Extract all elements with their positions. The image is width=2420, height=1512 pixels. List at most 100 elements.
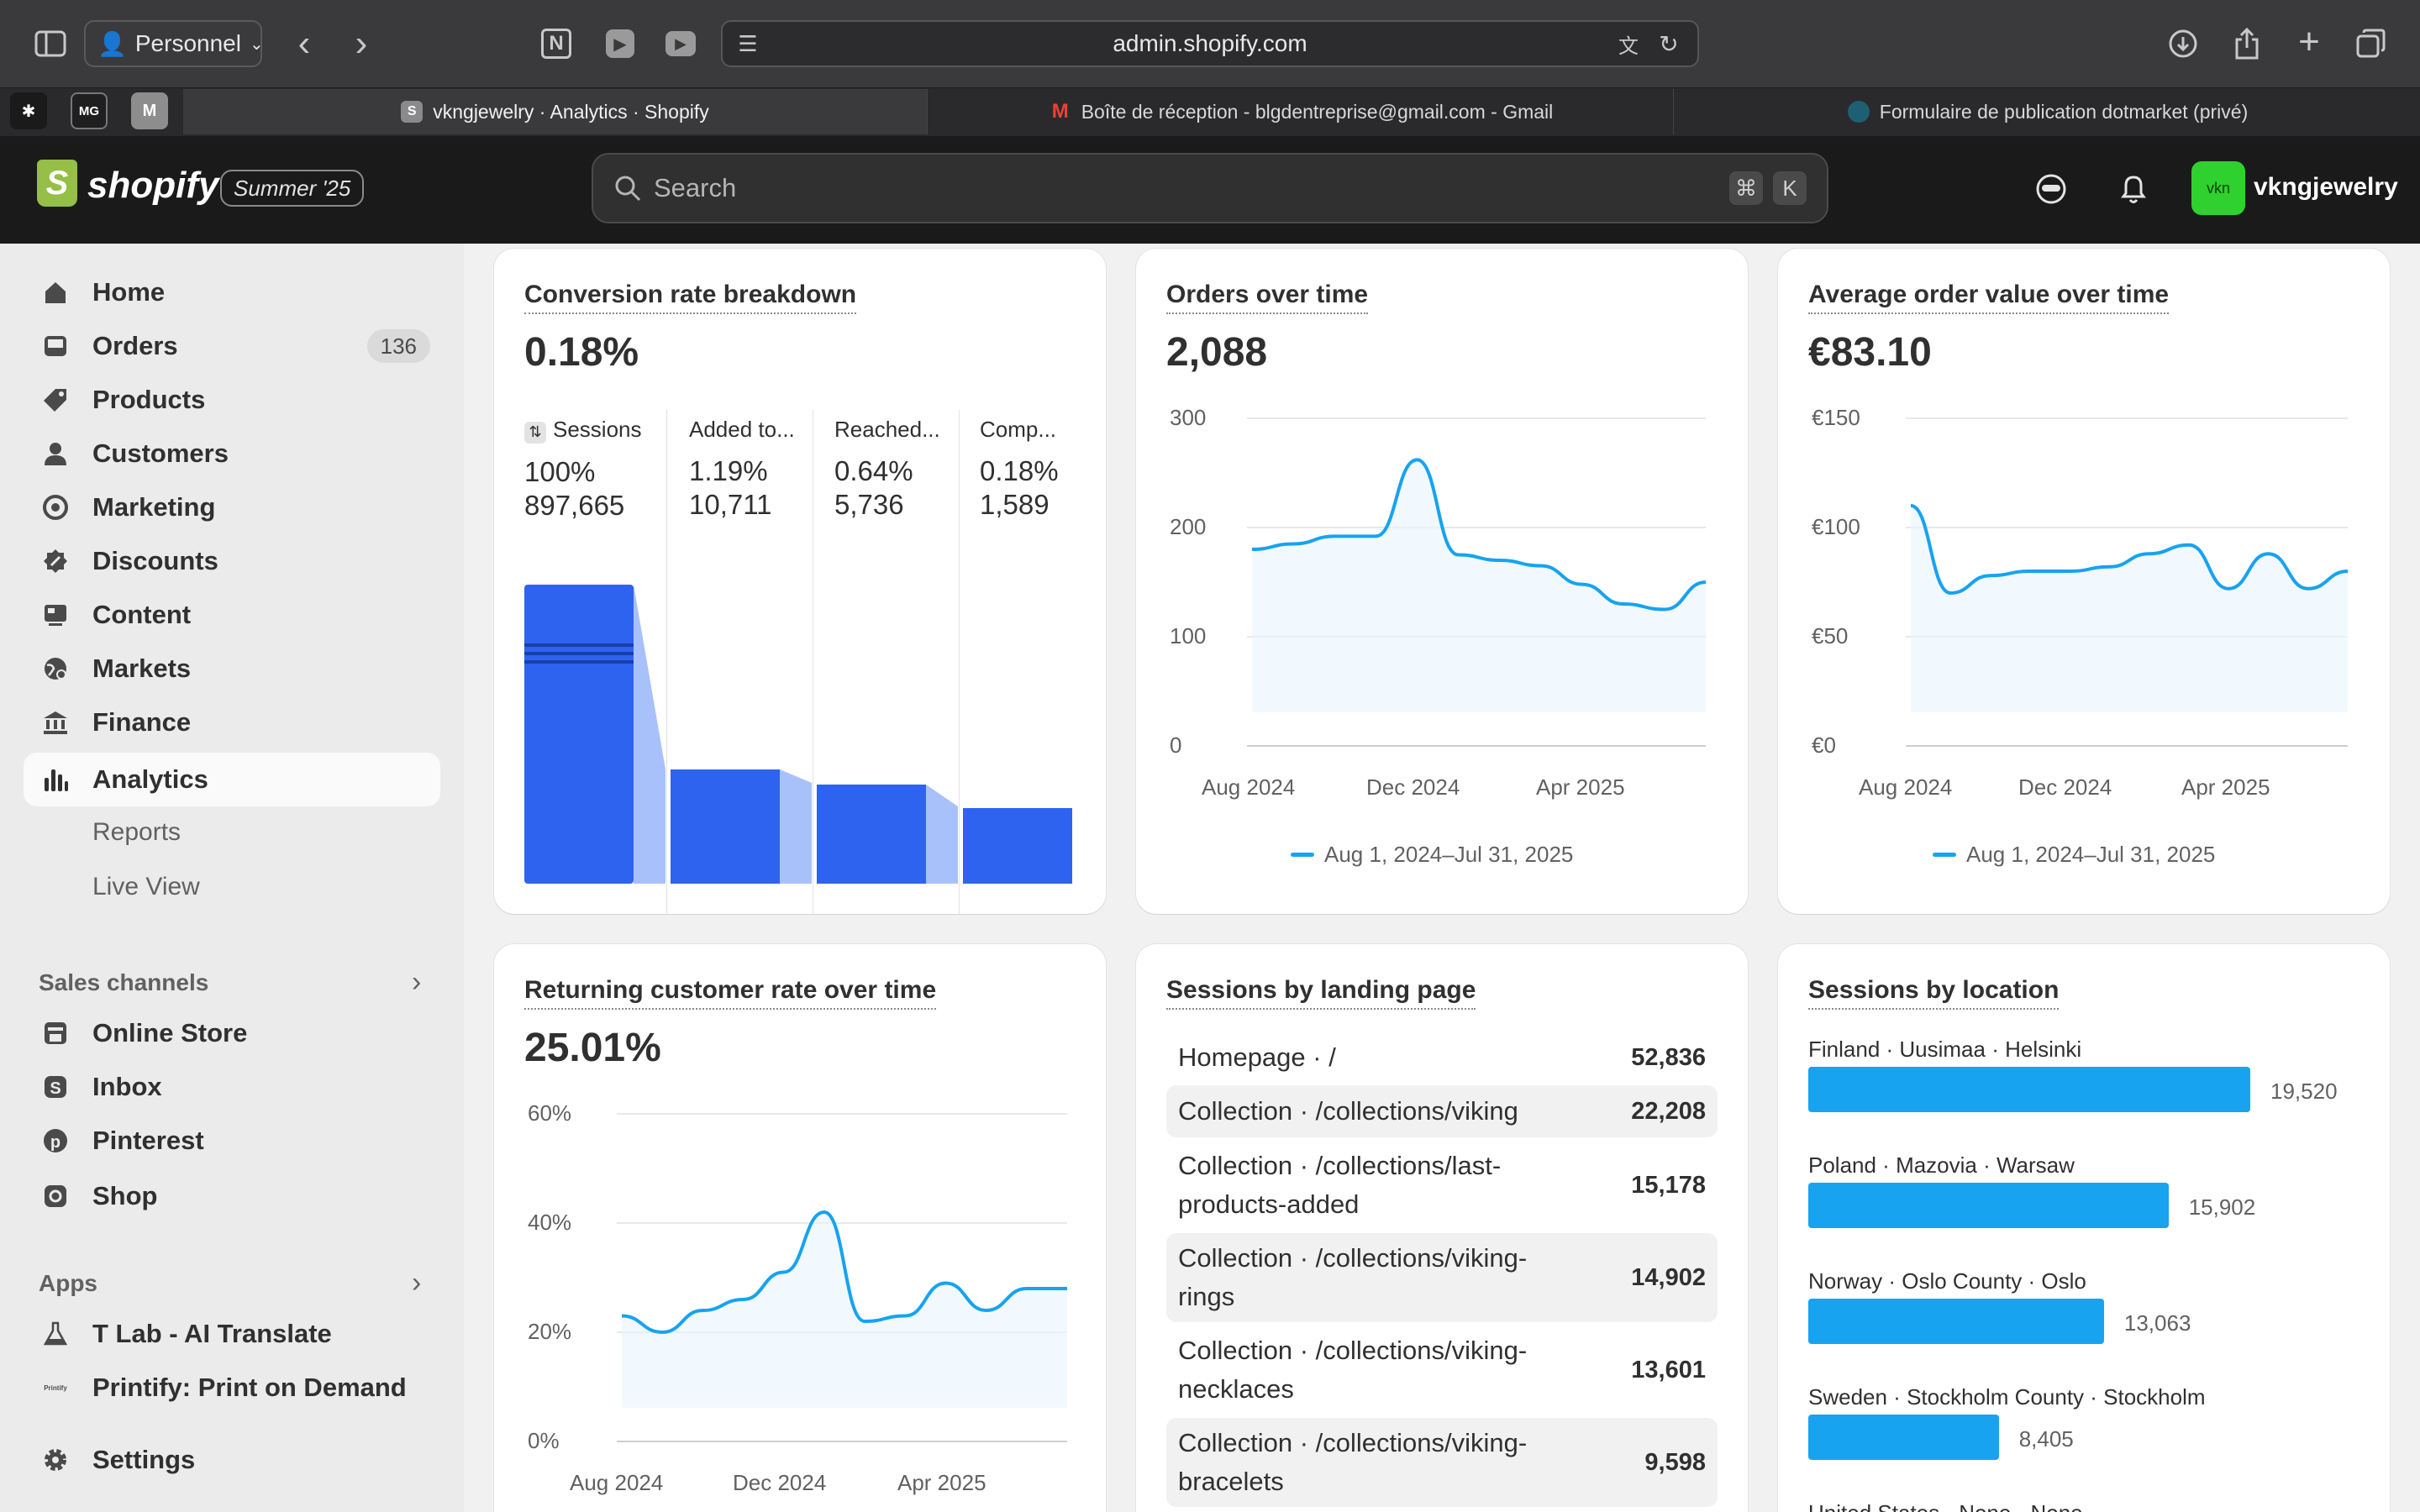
play-extension-icon[interactable]: ▶ xyxy=(602,25,639,62)
sidebar-item-pinterest[interactable]: p Pinterest xyxy=(24,1114,440,1168)
location-bar[interactable] xyxy=(1808,1067,2250,1112)
funnel-bar-reached xyxy=(817,785,926,884)
table-row[interactable]: Homepage · / 52,836 xyxy=(1166,1032,1718,1084)
sidebar-item-online-store[interactable]: Online Store xyxy=(24,1006,440,1060)
sidebar-item-t-lab[interactable]: T Lab - AI Translate xyxy=(24,1307,440,1361)
funnel-bar-sessions xyxy=(524,585,634,884)
svg-text:S: S xyxy=(50,1079,60,1098)
tab-overview-icon[interactable] xyxy=(2353,25,2390,62)
card-title[interactable]: Returning customer rate over time xyxy=(524,976,937,1010)
forward-icon[interactable]: › xyxy=(355,23,368,64)
table-row[interactable]: Collection · /collections/viking-bracele… xyxy=(1166,1418,1718,1507)
shopify-wordmark[interactable]: shopify xyxy=(87,165,219,206)
page-menu-icon[interactable]: ☰ xyxy=(738,30,758,56)
pinned-tab-m[interactable]: M xyxy=(131,92,168,129)
edition-badge[interactable]: Summer '25 xyxy=(220,170,365,207)
sidebar-item-settings[interactable]: Settings xyxy=(24,1433,440,1487)
download-icon[interactable] xyxy=(2165,25,2202,62)
sidebar-item-label: Markets xyxy=(92,654,192,683)
sidebar-item-label: Shop xyxy=(92,1181,158,1210)
sidebar-subitem-live-view[interactable]: Live View xyxy=(92,873,200,900)
sidebar-item-content[interactable]: Content xyxy=(24,588,440,642)
location-bar[interactable] xyxy=(1808,1183,2169,1228)
chart-legend[interactable]: Aug 1, 2024–Jul 31, 2025 xyxy=(1933,842,2215,868)
funnel-dropoff-3 xyxy=(926,785,958,884)
sidebar-item-analytics[interactable]: Analytics xyxy=(24,753,440,806)
table-row[interactable]: Collection · /collections/viking-rings 1… xyxy=(1166,1233,1718,1322)
funnel-step-label: ⇅ Sessions xyxy=(524,417,650,444)
landing-page-path: Collection · /collections/last-products-… xyxy=(1178,1151,1502,1219)
sidekick-icon[interactable] xyxy=(2030,168,2072,210)
home-icon xyxy=(40,277,71,307)
table-row[interactable]: Collection · /collections/viking-necklac… xyxy=(1166,1326,1718,1415)
card-title[interactable]: Average order value over time xyxy=(1808,281,2170,314)
y-tick: €100 xyxy=(1812,514,1860,539)
new-tab-icon[interactable]: + xyxy=(2298,21,2320,62)
chevron-right-icon[interactable]: › xyxy=(412,966,422,998)
funnel-bar-added xyxy=(671,769,780,884)
reload-icon[interactable]: ↻ xyxy=(1659,30,1679,57)
sidebar-item-home[interactable]: Home xyxy=(24,265,440,319)
sales-channels-heading[interactable]: Sales channels xyxy=(39,969,209,995)
sidebar-toggle-icon[interactable] xyxy=(32,25,69,62)
video-extension-icon[interactable]: ▶ xyxy=(662,25,699,62)
url-text: admin.shopify.com xyxy=(1113,30,1307,56)
sidebar-item-label: Marketing xyxy=(92,492,216,522)
series-area xyxy=(622,1212,1067,1408)
pinterest-icon: p xyxy=(40,1126,71,1156)
search-input[interactable]: Search ⌘ K xyxy=(592,153,1828,223)
store-name[interactable]: vkngjewelry xyxy=(2254,173,2398,201)
y-tick: €0 xyxy=(1812,732,1836,758)
sidebar-item-discounts[interactable]: Discounts xyxy=(24,534,440,588)
sidebar-item-label: Finance xyxy=(92,707,192,737)
funnel-step: Added to... 1.19% 10,711 xyxy=(689,417,815,543)
sidebar-item-shop[interactable]: Shop xyxy=(24,1169,440,1223)
sidebar-subitem-reports[interactable]: Reports xyxy=(92,818,182,846)
table-row[interactable]: Collection · /collections/viking 22,208 xyxy=(1166,1085,1718,1137)
pinned-tab-mg[interactable]: MG xyxy=(71,92,108,129)
card-title[interactable]: Conversion rate breakdown xyxy=(524,281,857,314)
location-bar[interactable] xyxy=(1808,1299,2104,1344)
pinned-tab-asterisk-icon[interactable]: ✱ xyxy=(10,92,47,129)
card-title[interactable]: Sessions by location xyxy=(1808,976,2060,1010)
card-value: 25.01% xyxy=(524,1026,661,1070)
tab-gmail[interactable]: M Boîte de réception - blgdentreprise@gm… xyxy=(929,89,1674,134)
card-value: €83.10 xyxy=(1808,330,1932,375)
location-bar[interactable] xyxy=(1808,1415,1999,1460)
y-tick: 100 xyxy=(1170,623,1207,648)
notion-icon[interactable]: N xyxy=(538,25,575,62)
sidebar-item-inbox[interactable]: S Inbox xyxy=(24,1060,440,1114)
tab-dotmarket-form[interactable]: Formulaire de publication dotmarket (pri… xyxy=(1676,89,2420,134)
translate-icon[interactable]: 文 xyxy=(1618,34,1639,58)
table-row[interactable]: Collection · /collections/last-products-… xyxy=(1166,1141,1718,1230)
printify-icon: Printify xyxy=(40,1373,71,1403)
card-title[interactable]: Sessions by landing page xyxy=(1166,976,1476,1010)
profile-button[interactable]: 👤 Personnel ⌄ xyxy=(84,20,264,67)
card-title[interactable]: Orders over time xyxy=(1166,281,1369,314)
sidebar-item-markets[interactable]: Markets xyxy=(24,642,440,696)
funnel-step-name: Sessions xyxy=(553,417,642,442)
sidebar-item-finance[interactable]: Finance xyxy=(24,696,440,749)
landing-page-sessions: 14,902 xyxy=(1631,1263,1706,1291)
sidebar-item-orders[interactable]: Orders 136 xyxy=(24,319,440,373)
sidebar-item-customers[interactable]: Customers xyxy=(24,427,440,480)
chart-legend[interactable]: Aug 1, 2024–Jul 31, 2025 xyxy=(1291,842,1573,868)
tag-icon xyxy=(40,385,71,415)
globe-icon xyxy=(40,654,71,684)
k-key: K xyxy=(1773,171,1807,205)
sidebar-item-marketing[interactable]: Marketing xyxy=(24,480,440,534)
avatar[interactable]: vkn xyxy=(2191,161,2245,215)
content-icon xyxy=(40,600,71,630)
bell-icon[interactable] xyxy=(2112,168,2154,210)
apps-heading[interactable]: Apps xyxy=(39,1270,97,1296)
sidebar-item-products[interactable]: Products xyxy=(24,373,440,427)
tab-shopify-analytics[interactable]: S vkngjewelry · Analytics · Shopify xyxy=(183,89,928,134)
address-bar[interactable]: ☰ admin.shopify.com 文 ↻ xyxy=(721,20,1699,67)
landing-page-sessions: 15,178 xyxy=(1631,1171,1706,1199)
dotmarket-favicon-icon xyxy=(1847,101,1870,123)
shopify-logo-icon[interactable]: S xyxy=(37,160,77,207)
back-icon[interactable]: ‹ xyxy=(297,23,311,64)
sidebar-item-printify[interactable]: Printify Printify: Print on Demand xyxy=(24,1361,440,1415)
share-icon[interactable] xyxy=(2228,25,2265,62)
chevron-right-icon[interactable]: › xyxy=(412,1267,422,1299)
